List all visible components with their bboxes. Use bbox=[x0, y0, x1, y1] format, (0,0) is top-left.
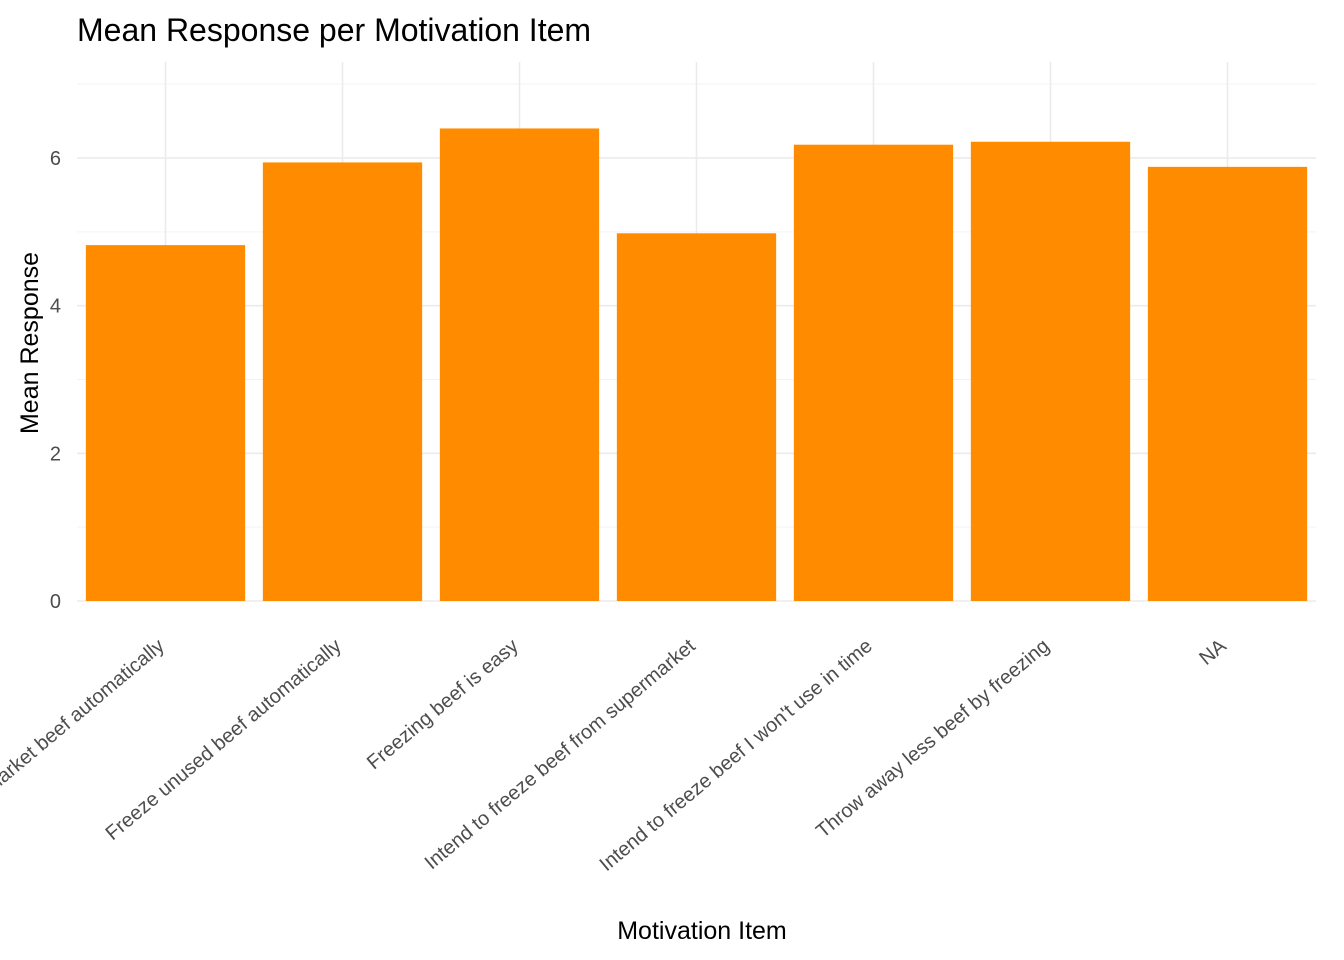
x-tick-label: Intend to freeze beef I won't use in tim… bbox=[596, 635, 877, 876]
x-axis-ticks: Freeze supermarket beef automatically Fre… bbox=[0, 635, 1231, 876]
y-tick-label: 6 bbox=[50, 148, 61, 170]
bar bbox=[970, 141, 1131, 601]
bar bbox=[616, 233, 777, 601]
x-tick-label: Freeze supermarket beef automatically bbox=[0, 635, 169, 874]
x-tick-label: Intend to freeze beef from supermarket bbox=[421, 635, 700, 874]
x-tick-label: NA bbox=[1195, 635, 1231, 670]
x-axis-title: Motivation Item bbox=[617, 917, 787, 945]
y-tick-label: 2 bbox=[50, 443, 61, 465]
y-axis-title: Mean Response bbox=[16, 252, 44, 434]
y-tick-label: 0 bbox=[50, 591, 61, 613]
bar bbox=[439, 128, 600, 601]
chart-title: Mean Response per Motivation Item bbox=[77, 12, 591, 48]
y-tick-label: 4 bbox=[50, 296, 61, 318]
x-tick-label: Freezing beef is easy bbox=[363, 635, 523, 774]
bar bbox=[262, 162, 423, 601]
bar bbox=[793, 144, 954, 601]
bar bbox=[85, 245, 246, 601]
bars bbox=[85, 128, 1308, 602]
y-axis-ticks: 0 2 4 6 bbox=[50, 148, 61, 613]
bar bbox=[1147, 166, 1308, 602]
